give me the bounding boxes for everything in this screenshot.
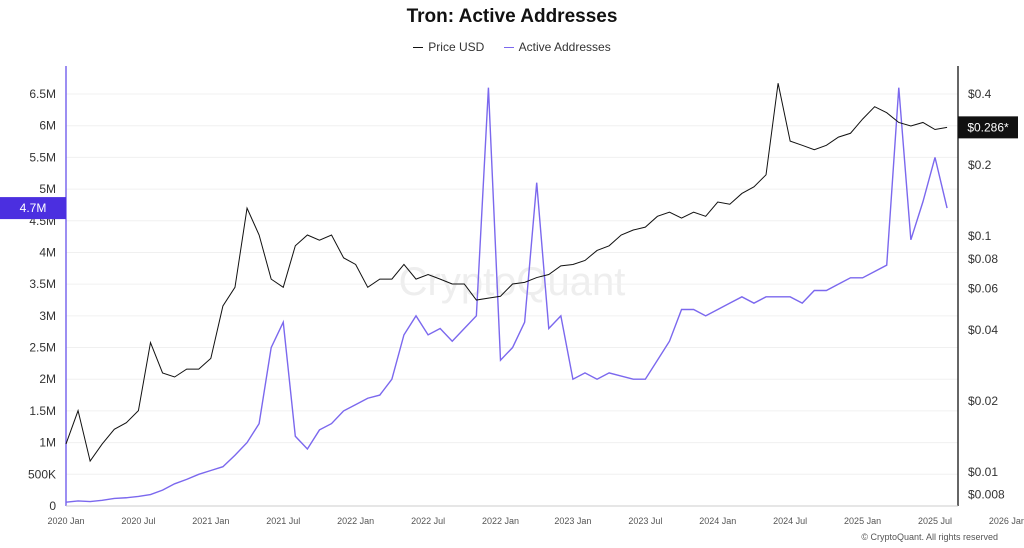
x-tick-label: 2020 Jul [121, 516, 155, 526]
right-tick-label: $0.4 [968, 87, 992, 101]
current-price-label: $0.286* [967, 120, 1009, 134]
x-tick-label: 2022 Jan [337, 516, 374, 526]
right-tick-label: $0.08 [968, 252, 998, 266]
left-tick-label: 4M [39, 245, 56, 259]
left-tick-label: 3.5M [29, 277, 56, 291]
current-active-label-bg [0, 197, 66, 220]
right-tick-label: $0.01 [968, 465, 998, 479]
x-tick-label: 2022 Jul [411, 516, 445, 526]
chart-title: Tron: Active Addresses [406, 6, 618, 27]
credit: © CryptoQuant. All rights reserved [861, 532, 998, 542]
left-tick-label: 500K [28, 467, 56, 481]
right-tick-label: $0.1 [968, 229, 992, 243]
series-price-line [65, 83, 948, 463]
x-tick-label: 2021 Jan [192, 516, 229, 526]
x-tick-label: 2022 Jan [482, 516, 519, 526]
legend-label-price: Price USD [428, 40, 485, 55]
left-tick-label: 6M [39, 119, 56, 133]
right-tick-label: $0.2 [968, 158, 992, 172]
x-tick-label: 2020 Jan [47, 516, 84, 526]
legend-label-active: Active Addresses [518, 40, 611, 55]
x-tick-label: 2021 Jul [266, 516, 300, 526]
x-tick-label: 2024 Jul [773, 516, 807, 526]
left-tick-label: 1.5M [29, 404, 56, 418]
right-tick-label: $0.02 [968, 394, 998, 408]
x-tick-label: 2024 Jan [699, 516, 736, 526]
legend-swatch-active [503, 46, 514, 48]
current-price-label-bg [958, 116, 1018, 139]
current-active-label: 4.7M [20, 201, 47, 215]
left-tick-label: 2M [39, 372, 56, 386]
x-tick-label: 2023 Jul [628, 516, 662, 526]
legend-swatch-price [413, 46, 424, 48]
right-tick-label: $0.06 [968, 281, 998, 295]
left-tick-label: 3M [39, 309, 56, 323]
left-tick-label: 2.5M [29, 341, 56, 355]
left-tick-label: 5.5M [29, 150, 56, 164]
left-tick-label: 5M [39, 182, 56, 196]
x-tick-label: 2026 Jan [989, 516, 1024, 526]
right-tick-label: $0.04 [968, 323, 998, 337]
x-tick-label: 2025 Jan [844, 516, 881, 526]
left-tick-label: 1M [39, 436, 56, 450]
left-tick-label: 0 [49, 499, 56, 513]
x-tick-label: 2023 Jan [554, 516, 591, 526]
series-active-addresses-line [65, 87, 948, 503]
left-tick-label: 6.5M [29, 87, 56, 101]
right-tick-label: $0.008 [968, 488, 1005, 502]
legend-item-price[interactable]: Price USD [413, 40, 484, 54]
watermark: CryptoQuant [399, 260, 626, 304]
legend-item-active-addresses[interactable]: Active Addresses [503, 40, 611, 55]
legend: Price USD Active Addresses [0, 37, 1024, 54]
x-tick-label: 2025 Jul [918, 516, 952, 526]
